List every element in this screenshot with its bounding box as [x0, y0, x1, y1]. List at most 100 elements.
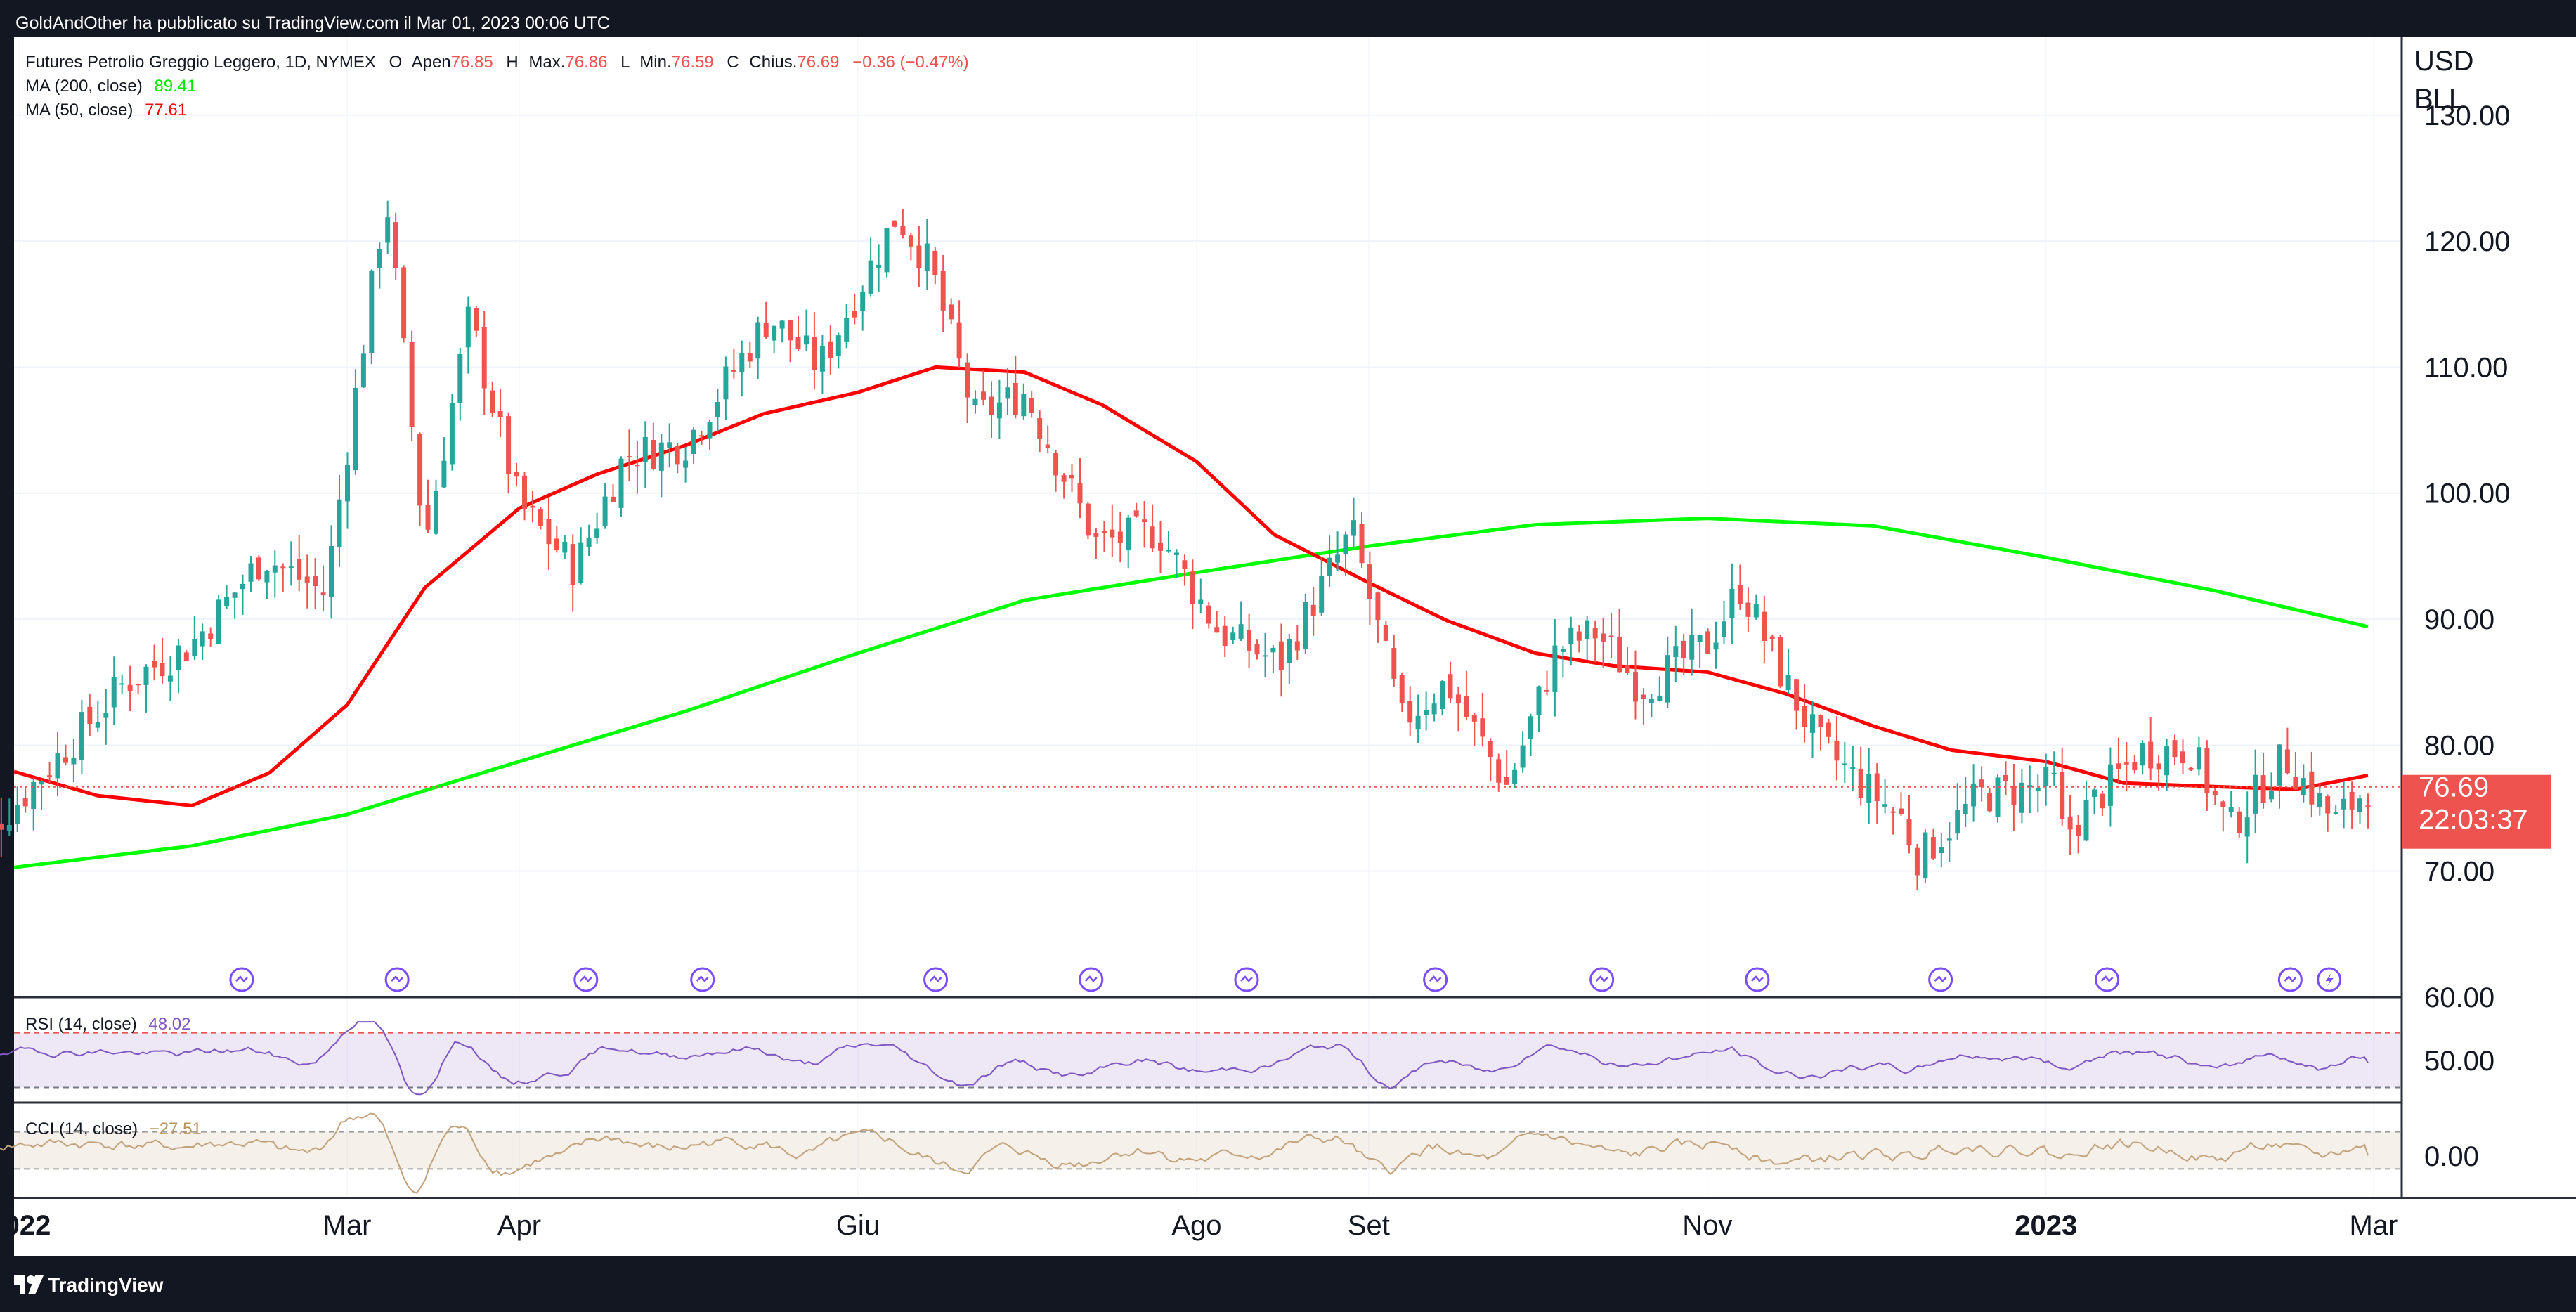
candle-body — [1633, 672, 1638, 702]
candle-body — [852, 311, 857, 318]
candle-body — [1263, 655, 1268, 657]
event-marker-icon[interactable] — [1234, 967, 1259, 992]
rsi-pane: RSI (14, close) 48.02 — [0, 1015, 2402, 1096]
candle-body — [683, 460, 689, 468]
candle-body — [280, 566, 286, 569]
legend-ma50-label: MA (50, close) — [25, 100, 133, 119]
event-marker-icon[interactable] — [229, 967, 254, 992]
price-tick-label: 80.00 — [2424, 730, 2494, 761]
candle-body — [393, 222, 398, 268]
candle-body — [570, 544, 575, 585]
candle-body — [0, 823, 4, 830]
candle-body — [562, 541, 568, 553]
event-marker-icon[interactable] — [384, 967, 410, 992]
candle-body — [1601, 633, 1606, 642]
candle-body — [1270, 647, 1276, 653]
candle-body — [2164, 746, 2170, 776]
candle-body — [642, 436, 648, 462]
candle-body — [2277, 744, 2282, 786]
candle-body — [2107, 764, 2113, 806]
candle-body — [1762, 611, 1767, 641]
candle-body — [1955, 810, 1960, 834]
event-marker-icon[interactable] — [1928, 967, 1953, 992]
candle-body — [1608, 635, 1614, 637]
candle-body — [1093, 533, 1099, 537]
candle-body — [360, 353, 366, 388]
cci-scale-tick: 0.00 — [2424, 1141, 2479, 1172]
candle-body — [868, 260, 873, 294]
legend-line-2: MA (200, close) 89.41 — [25, 77, 196, 96]
candle-body — [2237, 811, 2242, 833]
event-marker-icon[interactable] — [1745, 967, 1770, 992]
candle-body — [465, 306, 471, 348]
candle-body — [2035, 787, 2041, 791]
candle-body — [788, 320, 793, 341]
candle-body — [183, 652, 189, 661]
legend-instrument: Futures Petrolio Greggio Leggero, 1D, NY… — [25, 53, 376, 72]
time-tick-label: Mar — [2349, 1210, 2398, 1241]
price-scale[interactable]: USD BLL 50.00 0.00 130.00 120.00 110.00 100… — [2414, 46, 2510, 1172]
time-tick-label: Apr — [497, 1210, 541, 1241]
event-marker-icon[interactable] — [1423, 967, 1448, 992]
candle-body — [1585, 620, 1590, 639]
time-axis[interactable]: 2022 Mar Apr Giu Ago Set Nov 2023 Mar — [0, 1210, 2398, 1241]
candle-body — [288, 566, 294, 569]
event-marker-icon[interactable] — [923, 967, 949, 992]
candle-body — [1906, 819, 1912, 846]
candle-body — [924, 243, 930, 271]
event-marker-icon[interactable] — [2277, 967, 2303, 992]
candle-body — [2269, 791, 2274, 800]
candle-body — [1785, 675, 1791, 691]
rsi-band — [14, 1032, 2402, 1088]
time-tick-label: 2022 — [0, 1210, 51, 1241]
candle-body — [618, 458, 624, 508]
candle-body — [2212, 791, 2218, 795]
candle-body — [2100, 793, 2105, 809]
event-marker-icon[interactable] — [1589, 967, 1615, 992]
candle-body — [1085, 503, 1091, 536]
dividend-lightning-icon[interactable] — [2317, 967, 2342, 992]
candle-body — [1850, 767, 1856, 769]
event-marker-icon[interactable] — [1079, 967, 1104, 992]
candle-body — [900, 226, 906, 235]
candle-body — [1238, 624, 1244, 639]
candle-body — [1133, 510, 1139, 517]
candle-body — [908, 235, 913, 247]
legend-line-3: MA (50, close) 77.61 — [25, 100, 187, 119]
candle-body — [95, 722, 100, 728]
candle-body — [731, 370, 736, 372]
publisher-line: GoldAndOther ha pubblicato su TradingVie… — [15, 13, 610, 33]
candle-body — [2092, 789, 2097, 797]
candle-body — [1343, 534, 1348, 554]
candle-body — [39, 781, 44, 785]
candle-body — [1963, 803, 1968, 814]
candle-body — [1882, 804, 1888, 807]
candle-body — [1625, 665, 1630, 673]
legend-open-value: 76.85 — [451, 53, 493, 72]
candle-body — [1713, 642, 1719, 650]
candle-body — [876, 264, 882, 268]
candle-body — [658, 442, 664, 471]
cci-legend: CCI (14, close) −27.51 — [25, 1119, 202, 1138]
candle-body — [1504, 777, 1509, 785]
candle-body — [457, 353, 463, 403]
candlestick-series — [0, 200, 2371, 890]
candle-body — [1166, 550, 1171, 552]
event-marker-icon[interactable] — [2095, 967, 2120, 992]
last-price-countdown: 22:03:37 — [2419, 805, 2528, 836]
candle-body — [989, 396, 994, 415]
candle-body — [1464, 696, 1469, 717]
candle-body — [1648, 699, 1654, 703]
candle-body — [304, 576, 310, 583]
event-marker-icon[interactable] — [690, 967, 715, 992]
candle-body — [747, 353, 753, 362]
candle-body — [635, 465, 640, 467]
candle-body — [981, 391, 986, 400]
candle-body — [996, 402, 1002, 419]
legend-ma200-label: MA (200, close) — [25, 77, 143, 96]
candle-body — [2019, 782, 2024, 813]
event-marker-icon[interactable] — [573, 967, 599, 992]
price-tick-label: 60.00 — [2424, 982, 2494, 1013]
candle-body — [1834, 740, 1840, 761]
